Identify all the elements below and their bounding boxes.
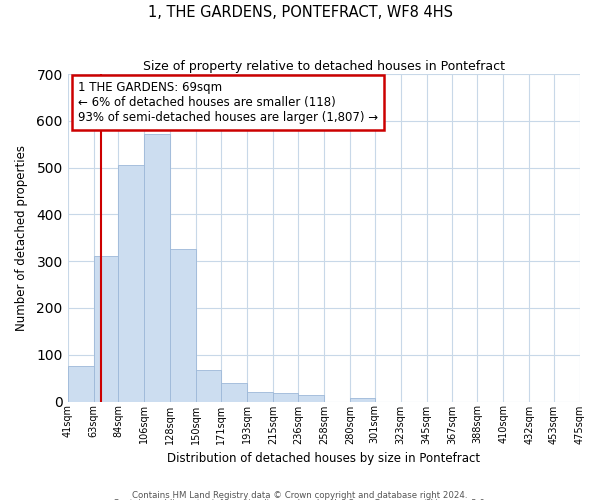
Bar	[350, 398, 374, 402]
Bar	[68, 366, 94, 402]
Text: 1, THE GARDENS, PONTEFRACT, WF8 4HS: 1, THE GARDENS, PONTEFRACT, WF8 4HS	[148, 5, 452, 20]
Title: Size of property relative to detached houses in Pontefract: Size of property relative to detached ho…	[143, 60, 505, 73]
Bar	[273, 393, 298, 402]
Bar	[221, 383, 247, 402]
Bar	[145, 134, 170, 402]
Bar	[298, 395, 324, 402]
Text: Contains HM Land Registry data © Crown copyright and database right 2024.: Contains HM Land Registry data © Crown c…	[132, 490, 468, 500]
Bar	[118, 166, 145, 402]
Text: Contains public sector information licensed under the Open Government Licence v3: Contains public sector information licen…	[113, 499, 487, 500]
Text: 1 THE GARDENS: 69sqm
← 6% of detached houses are smaller (118)
93% of semi-detac: 1 THE GARDENS: 69sqm ← 6% of detached ho…	[78, 80, 378, 124]
X-axis label: Distribution of detached houses by size in Pontefract: Distribution of detached houses by size …	[167, 452, 481, 465]
Bar	[94, 256, 118, 402]
Y-axis label: Number of detached properties: Number of detached properties	[15, 145, 28, 331]
Bar	[196, 370, 221, 402]
Bar	[247, 392, 273, 402]
Bar	[170, 248, 196, 402]
